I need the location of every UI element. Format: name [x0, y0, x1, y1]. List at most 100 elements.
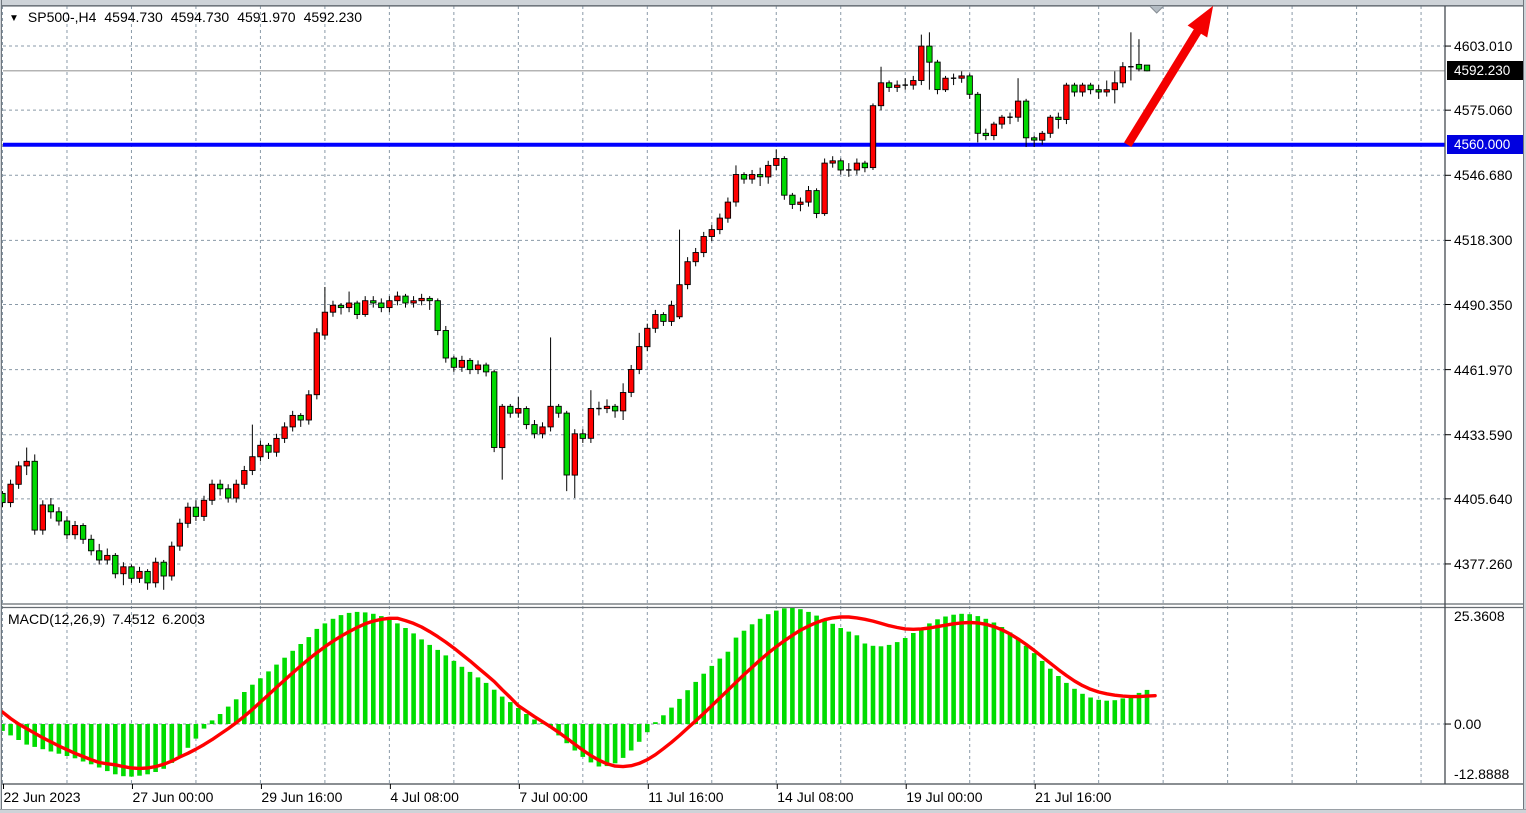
macd-histogram-bar [1048, 668, 1053, 725]
candle-body [353, 302, 361, 315]
macd-histogram-bar [201, 724, 207, 729]
macd-histogram-bar [121, 724, 126, 777]
macd-histogram-bar [435, 649, 440, 724]
macd-histogram-bar [169, 724, 175, 763]
candle-body [257, 444, 264, 458]
macd-histogram-bar [508, 702, 513, 725]
macd-histogram-bar [709, 665, 715, 724]
macd-histogram-bar [564, 724, 569, 744]
macd-histogram-bar [354, 611, 360, 724]
macd-histogram-bar [362, 612, 368, 724]
macd-histogram-bar [870, 645, 876, 724]
macd-histogram-bar [1031, 653, 1037, 724]
candle-body [676, 284, 683, 318]
candle-body [241, 470, 248, 485]
macd-histogram-bar [1120, 698, 1126, 724]
candle-body [297, 414, 304, 421]
candle-body [829, 160, 836, 164]
candle-body [1087, 84, 1094, 91]
candle-body [1119, 66, 1126, 84]
window-frame-right [1523, 0, 1526, 813]
time-axis-label: 19 Jul 00:00 [906, 789, 983, 805]
trend-arrow-head[interactable] [1187, 5, 1214, 38]
macd-histogram-bar [685, 690, 690, 725]
candle-body [611, 405, 619, 412]
candle-body [998, 116, 1006, 125]
candle-body [571, 433, 578, 476]
candle-body [176, 522, 183, 547]
macd-histogram-bar [322, 623, 328, 725]
candle-body [668, 304, 675, 322]
candle-body [628, 369, 635, 393]
candle-body [329, 304, 337, 313]
time-axis-label: 14 Jul 08:00 [777, 789, 854, 805]
trend-arrow-shaft[interactable] [1124, 25, 1204, 147]
symbol-dropdown-icon[interactable]: ▼ [9, 13, 19, 24]
macd-histogram-bar [669, 707, 674, 725]
macd-histogram-bar [846, 631, 852, 724]
time-axis-label: 7 Jul 00:00 [519, 789, 588, 805]
macd-histogram-bar [967, 614, 972, 724]
candle-body [877, 82, 885, 107]
macd-histogram-bar [371, 613, 376, 725]
macd-histogram-bar [894, 642, 900, 724]
macd-histogram-bar [677, 698, 682, 725]
macd-histogram-bar [1056, 676, 1061, 724]
candle-body [321, 311, 329, 336]
macd-histogram-bar [96, 724, 102, 768]
macd-histogram-bar [999, 627, 1005, 724]
candle-body [7, 483, 14, 504]
candle-body [345, 302, 353, 309]
macd-histogram-bar [1080, 693, 1085, 724]
candle-body [910, 80, 917, 86]
candle-body [1095, 89, 1102, 93]
candle-body [700, 236, 707, 254]
candle-body [1111, 82, 1118, 91]
macd-histogram-bar [975, 616, 981, 725]
macd-histogram-bar [757, 618, 763, 724]
candle-body [136, 570, 143, 579]
macd-histogram-bar [862, 643, 868, 724]
macd-histogram-bar [516, 708, 521, 724]
candle-body [732, 174, 740, 203]
candle-body [837, 160, 844, 171]
candle-body [402, 295, 409, 304]
price-axis-label: 4433.590 [1454, 426, 1513, 443]
candle-body [523, 408, 530, 426]
macd-histogram-bar [1088, 697, 1093, 724]
candle-body [144, 570, 151, 584]
macd-histogram-bar [411, 633, 416, 724]
macd-histogram-bar [0, 724, 5, 731]
macd-histogram-bar [185, 724, 191, 748]
candle-body [587, 408, 595, 439]
macd-histogram-bar [24, 724, 29, 745]
macd-histogram-bar [628, 724, 634, 751]
macd-histogram-bar [48, 724, 54, 752]
candle-body [813, 190, 820, 214]
high-value: 4594.730 [170, 9, 230, 25]
candle-body [450, 357, 458, 368]
macd-histogram-bar [943, 616, 948, 724]
candle-body [1103, 89, 1110, 93]
macd-histogram-bar [612, 724, 618, 764]
candle-body [1071, 84, 1078, 93]
macd-histogram-bar [636, 724, 642, 742]
candle-body [531, 424, 538, 435]
candle-body [1047, 116, 1054, 134]
candle-body [1055, 116, 1062, 120]
macd-histogram-bar [854, 635, 860, 725]
macd-histogram-bar [1112, 700, 1118, 724]
macd-histogram-bar [177, 724, 183, 756]
candle-body [515, 408, 522, 414]
candle-body [603, 405, 611, 410]
candle-body [418, 297, 425, 302]
macd-axis-label-zero: 0.00 [1454, 716, 1482, 732]
price-axis-label: 4377.260 [1454, 555, 1513, 572]
candle-body [1031, 137, 1038, 141]
symbol-period-label: SP500-,H4 [27, 9, 97, 25]
macd-histogram-bar [451, 660, 457, 724]
candle-body [1014, 100, 1022, 118]
candle-body [990, 123, 998, 137]
